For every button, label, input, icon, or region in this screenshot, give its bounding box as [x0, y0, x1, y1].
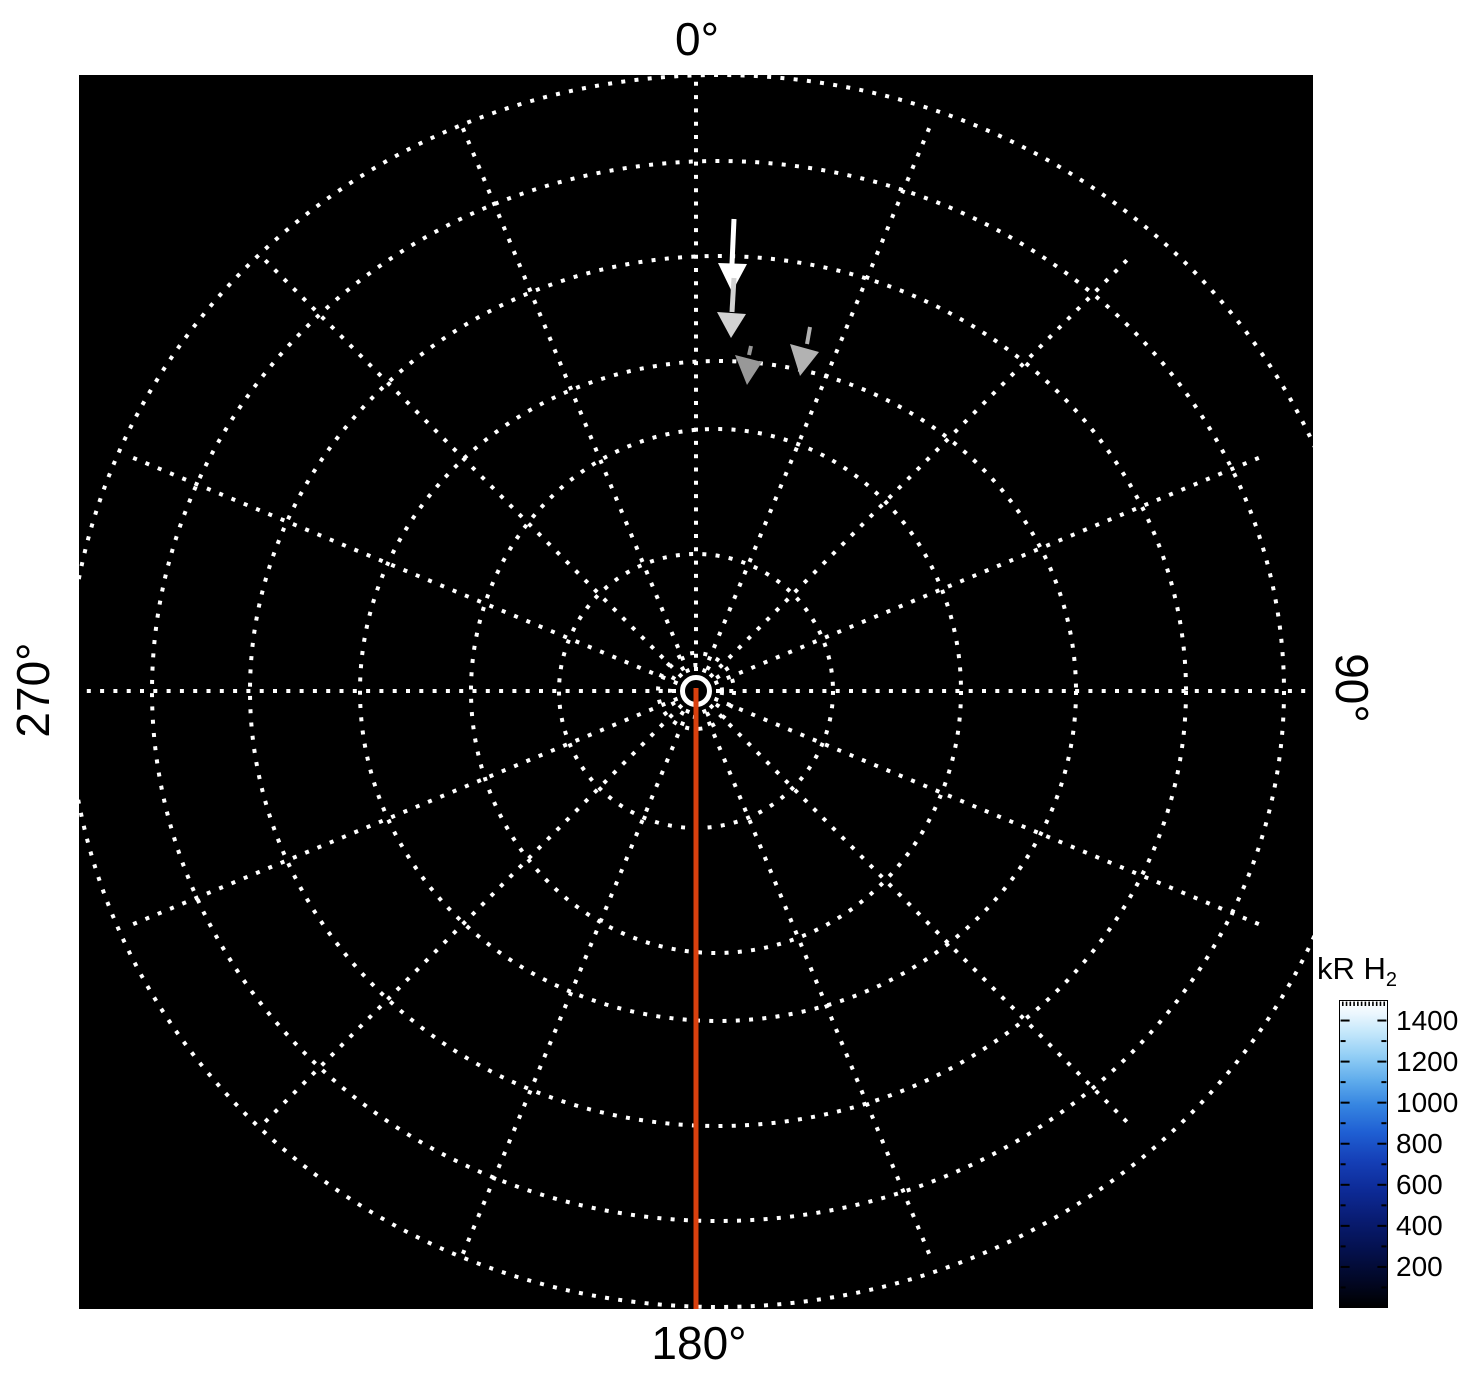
vector-arrows [717, 218, 819, 385]
arrow-3-shaft [747, 345, 753, 356]
angle-label-270: 270° [7, 642, 59, 738]
colorbar-gradient [1339, 1000, 1388, 1308]
graticule-ring [150, 159, 1286, 1223]
arrow-4-head [790, 344, 819, 376]
graticule-ring [248, 254, 1188, 1128]
angle-label-0: 0° [675, 13, 719, 65]
graticule-spoke [457, 708, 691, 1263]
arrow-1-head [718, 263, 747, 292]
colorbar-ticks [1340, 1001, 1387, 1289]
colorbar-title-text: kR H [1317, 951, 1386, 986]
arrow-4 [790, 326, 819, 376]
polar-map-area [79, 75, 1313, 1309]
graticule-ring [469, 427, 963, 955]
colorbar [1339, 1000, 1388, 1308]
graticule-spoke [124, 696, 679, 930]
arrow-3 [735, 345, 762, 385]
colorbar-tick-label: 600 [1396, 1168, 1443, 1200]
colorbar-title: kR H2 [1317, 952, 1397, 997]
arrow-3-head [735, 355, 762, 385]
arrow-2 [717, 277, 746, 338]
colorbar-tick-label: 400 [1396, 1209, 1443, 1241]
polar-graticule-svg [79, 75, 1313, 1309]
colorbar-tick-label: 1000 [1396, 1086, 1459, 1118]
graticule-spoke [257, 252, 684, 679]
graticule-spoke [124, 452, 679, 686]
colorbar-tick-label: 1200 [1396, 1045, 1459, 1077]
graticule-spoke [457, 119, 691, 674]
arrow-2-shaft [729, 277, 737, 313]
graticule-spoke [708, 252, 1135, 679]
colorbar-title-subscript: 2 [1385, 969, 1398, 992]
angle-label-90: 90° [1326, 653, 1378, 723]
arrow-1 [718, 218, 747, 292]
graticule-spoke [257, 703, 684, 1130]
colorbar-tick-label: 1400 [1396, 1004, 1459, 1036]
colorbar-tick-label: 200 [1396, 1250, 1443, 1282]
graticule-ring [656, 651, 736, 731]
arrow-2-head [717, 312, 746, 338]
arrow-4-shaft [805, 326, 812, 345]
graticule-spoke [701, 119, 935, 674]
colorbar-tick-labels: 200 400 600 800 1000 1200 1400 [1396, 1000, 1481, 1308]
arrow-1-shaft [729, 218, 737, 265]
angle-label-180: 180° [651, 1317, 747, 1369]
graticule-spoke [701, 708, 935, 1263]
graticule-spoke [708, 703, 1135, 1130]
colorbar-tick-label: 800 [1396, 1127, 1443, 1159]
